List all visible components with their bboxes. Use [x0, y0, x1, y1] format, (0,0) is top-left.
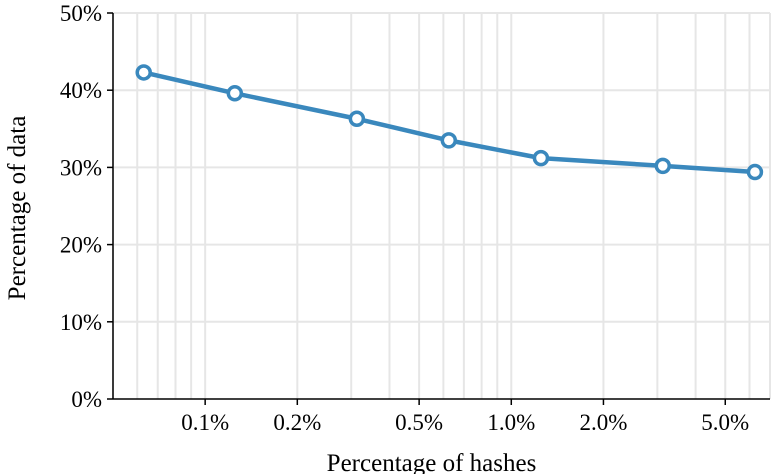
x-tick-label-3: 1.0% — [487, 410, 535, 435]
x-tick-label-5: 5.0% — [701, 410, 749, 435]
y-tick-label-0: 0% — [71, 387, 102, 412]
data-point-0-1 — [226, 85, 244, 102]
x-tick-label-2: 0.5% — [395, 410, 443, 435]
grid — [112, 12, 771, 399]
y-tick-label-5: 50% — [60, 1, 102, 26]
x-tick-label-1: 0.2% — [273, 410, 321, 435]
data-point-0-0 — [135, 64, 152, 81]
data-point-0-4 — [532, 149, 550, 167]
data-point-0-5 — [654, 157, 672, 175]
y-tick-label-4: 40% — [60, 78, 102, 103]
x-tick-label-0: 0.1% — [181, 410, 229, 435]
y-ticks: 0% 10% 20% 30% 40% 50% — [60, 1, 113, 412]
y-tick-label-2: 20% — [60, 233, 102, 258]
y-axis-title: Percentage of data — [4, 116, 31, 301]
axes — [112, 13, 770, 400]
x-axis-title: Percentage of hashes — [327, 450, 537, 474]
data-point-0-2 — [348, 110, 366, 128]
y-tick-label-3: 30% — [60, 155, 102, 180]
data-point-0-6 — [746, 163, 764, 181]
y-tick-label-1: 10% — [60, 310, 102, 335]
data-point-0-3 — [440, 132, 458, 149]
series — [135, 64, 764, 181]
x-tick-label-4: 2.0% — [579, 410, 627, 435]
x-ticks: 0.1% 0.2% 0.5% 1.0% 2.0% 5.0% — [181, 399, 749, 435]
